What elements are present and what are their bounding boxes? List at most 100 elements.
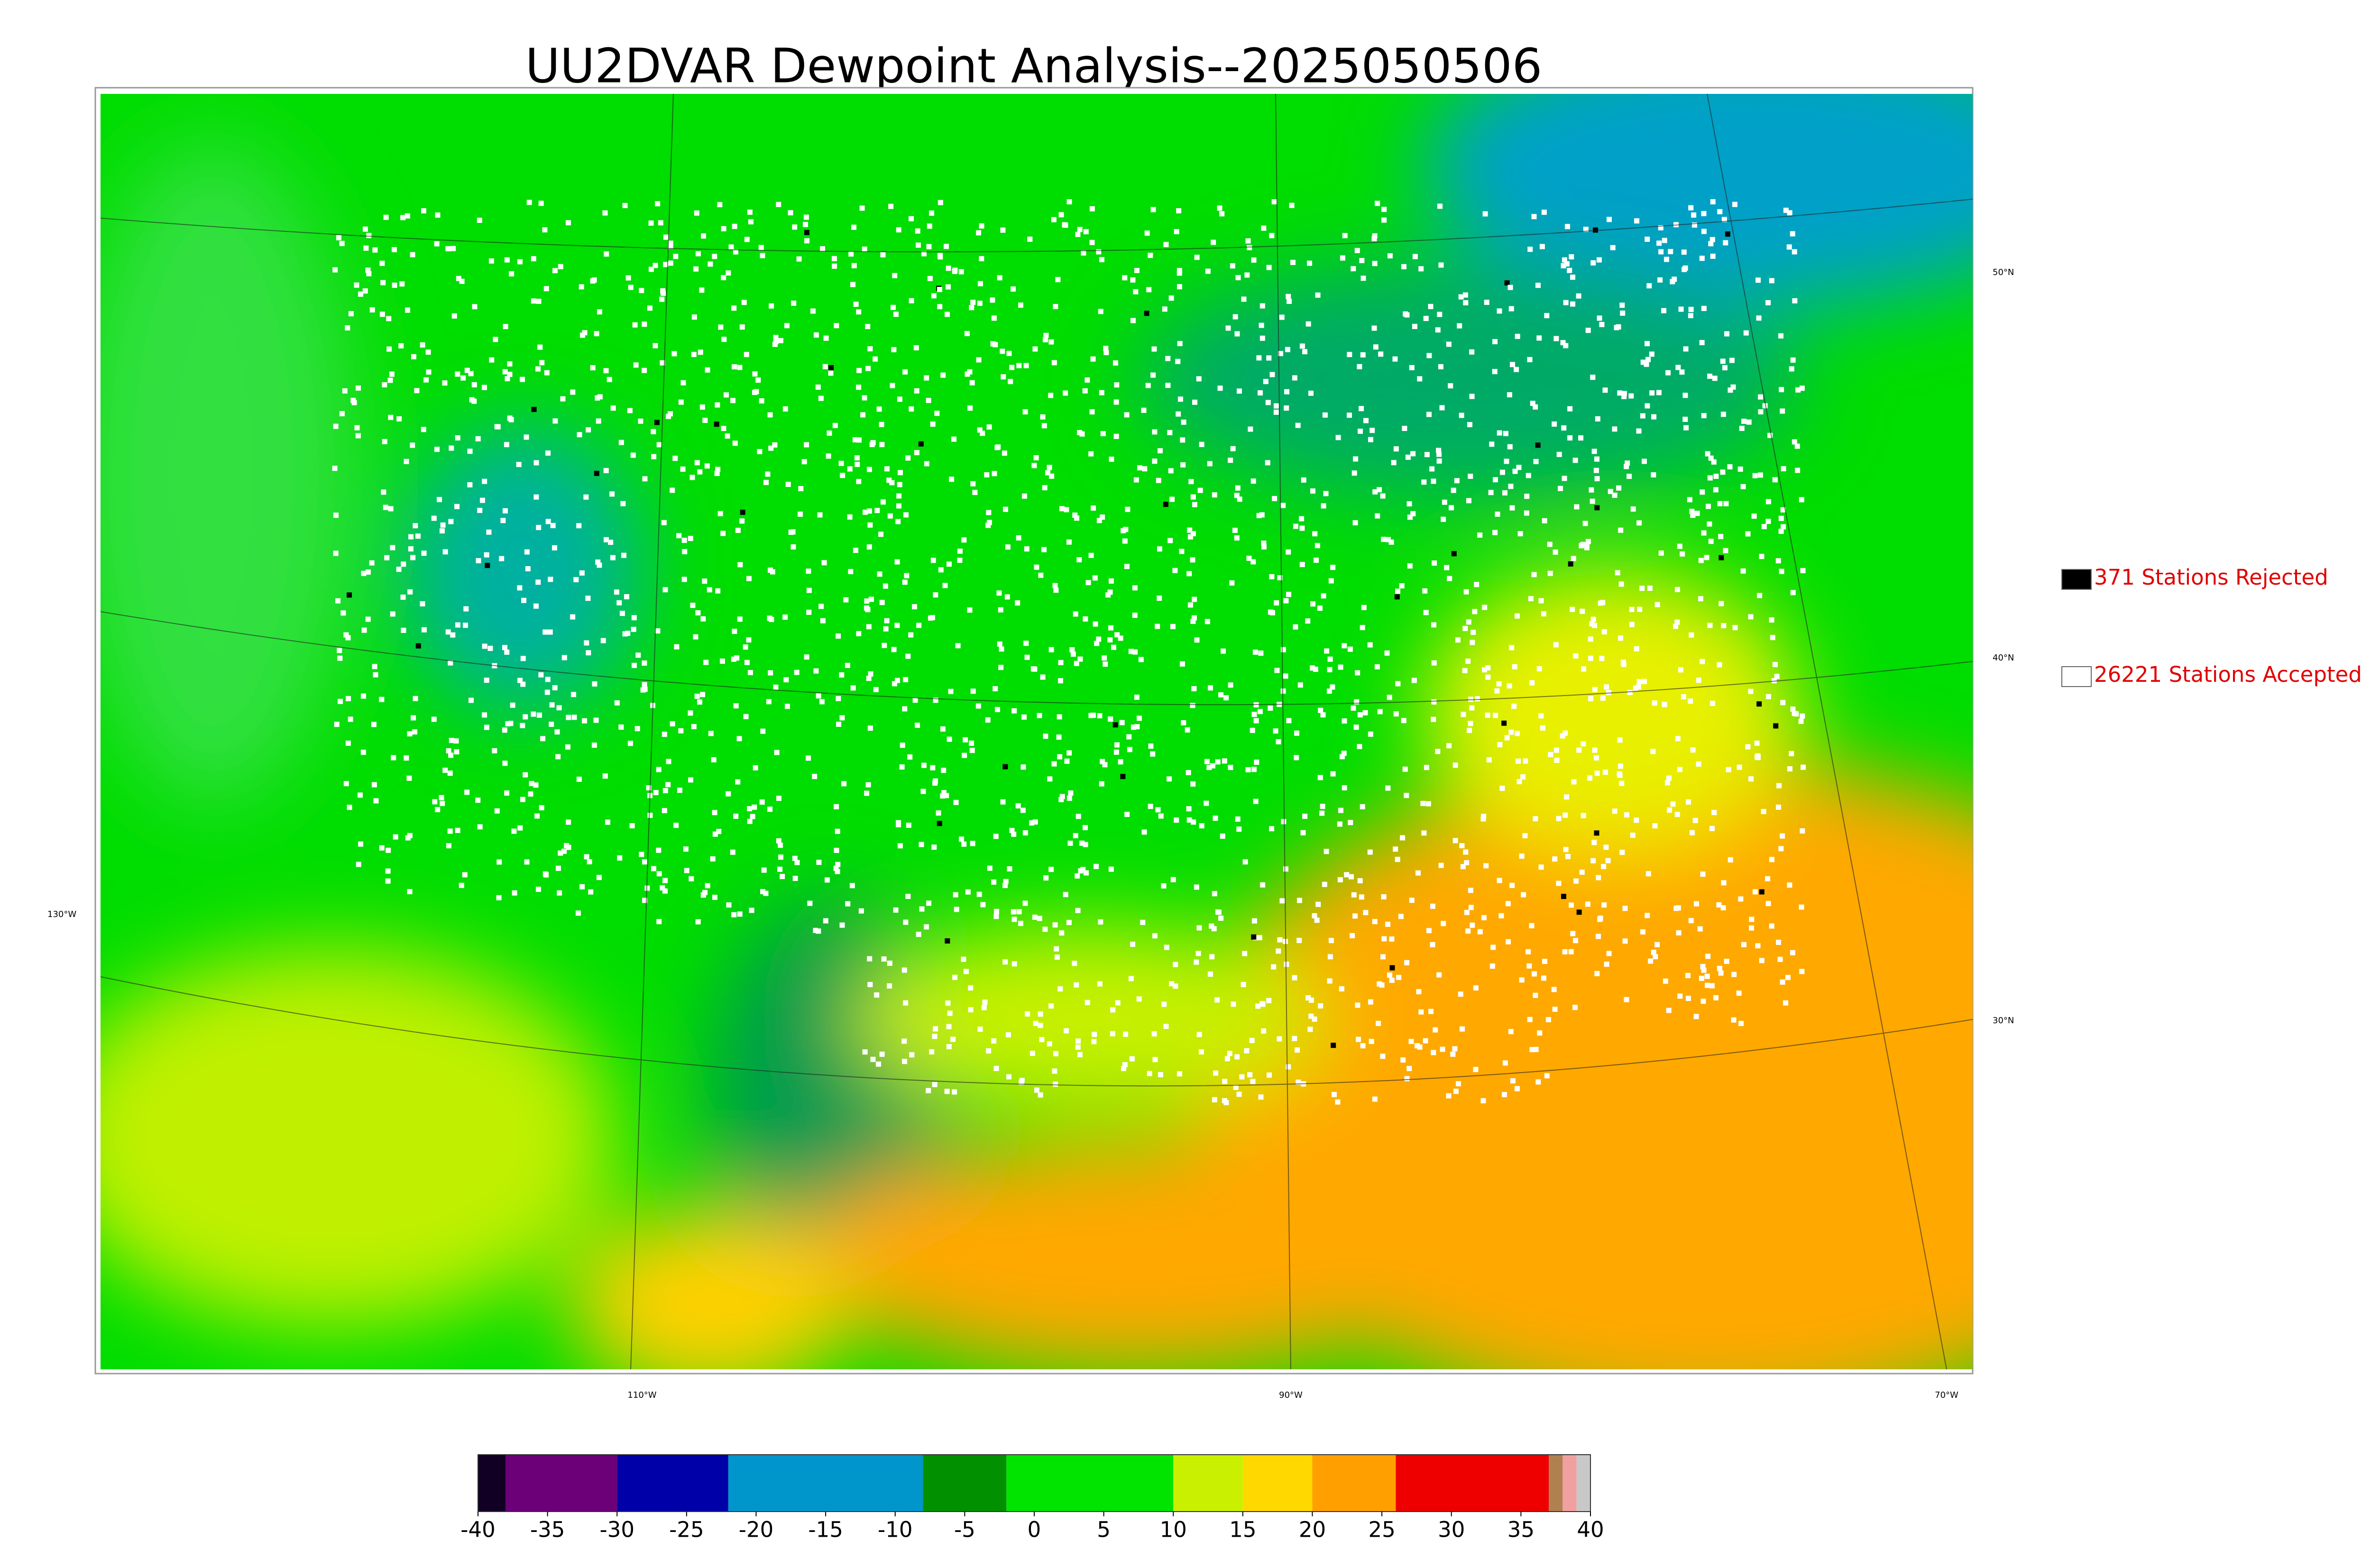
station-dot: [867, 346, 873, 352]
station-dot: [1707, 521, 1712, 527]
station-dot: [1468, 905, 1474, 910]
station-dot: [1499, 786, 1505, 791]
station-dot: [1533, 404, 1538, 410]
station-dot: [1088, 552, 1094, 558]
station-dot: [1436, 972, 1442, 978]
station-dot: [1654, 942, 1660, 947]
station-dot: [1792, 249, 1797, 255]
station-dot: [463, 623, 469, 628]
station-dot: [1681, 249, 1687, 255]
station-dot: [1000, 799, 1006, 805]
station-dot: [891, 304, 896, 310]
station-dot: [863, 509, 868, 515]
station-dot: [897, 396, 902, 402]
station-dot: [1066, 539, 1072, 545]
station-dot: [1313, 667, 1318, 672]
station-dot: [625, 275, 631, 281]
station-dot: [914, 388, 919, 394]
station-dot: [662, 587, 668, 593]
station-dot: [902, 1059, 908, 1064]
station-dot: [1560, 733, 1565, 739]
station-dot: [1257, 709, 1263, 715]
station-dot: [730, 398, 736, 403]
station-dot: [1526, 949, 1531, 954]
colorbar-tick-label: -15: [808, 1517, 843, 1542]
station-dot: [803, 214, 809, 220]
station-dot: [1218, 692, 1224, 697]
station-dot: [1066, 750, 1072, 756]
station-dot: [1190, 703, 1195, 708]
station-dot: [1617, 763, 1623, 769]
station-dot: [1234, 1054, 1240, 1060]
station-dot: [1321, 503, 1326, 509]
station-dot: [688, 710, 693, 716]
station-dot: [1585, 901, 1590, 907]
station-dot: [1111, 644, 1116, 650]
station-dot: [648, 266, 654, 272]
station-dot: [1042, 485, 1048, 491]
station-dot: [1640, 359, 1646, 365]
station-dot: [1406, 501, 1412, 507]
station-dot: [784, 704, 790, 709]
station-dot: [642, 321, 647, 327]
station-dot: [484, 678, 489, 683]
station-dot: [595, 395, 600, 401]
station-dot: [593, 717, 599, 723]
station-dot: [791, 300, 797, 306]
station-dot: [803, 221, 809, 227]
station-dot: [997, 641, 1002, 647]
station-dot: [1700, 489, 1705, 495]
station-dot: [1574, 504, 1580, 510]
station-dot: [1147, 1071, 1152, 1076]
station-dot: [1043, 332, 1049, 338]
station-dot: [1100, 514, 1105, 520]
station-dot: [1630, 833, 1636, 838]
station-dot: [431, 716, 437, 722]
station-dot: [700, 892, 706, 898]
station-dot: [1120, 774, 1126, 779]
station-dot: [1790, 231, 1795, 237]
station-dot: [937, 200, 943, 205]
station-dot: [552, 418, 558, 424]
station-dot: [845, 662, 850, 668]
station-dot: [721, 337, 727, 342]
station-dot: [1242, 951, 1248, 956]
station-dot: [695, 919, 701, 925]
station-dot: [700, 616, 706, 622]
station-dot: [1529, 1047, 1535, 1053]
station-dot: [396, 416, 402, 422]
station-dot: [336, 235, 341, 240]
station-dot: [1161, 1001, 1167, 1007]
station-dot: [1685, 799, 1691, 805]
station-dot: [1465, 658, 1471, 664]
station-dot: [1769, 923, 1774, 929]
station-dot: [1258, 1094, 1264, 1100]
station-dot: [1486, 757, 1492, 763]
station-dot: [848, 251, 854, 257]
station-dot: [1355, 670, 1360, 676]
station-dot: [1114, 382, 1120, 388]
station-dot: [670, 721, 675, 727]
station-dot: [773, 339, 779, 345]
station-dot: [1161, 883, 1167, 889]
station-dot: [834, 323, 839, 329]
station-dot: [1108, 578, 1114, 584]
station-dot: [1297, 682, 1303, 688]
station-dot: [459, 882, 464, 888]
station-dot: [1620, 310, 1626, 316]
station-dot: [1283, 866, 1288, 872]
station-dot: [597, 562, 602, 568]
colorbar-tick-label: -30: [600, 1517, 635, 1542]
station-dot: [1582, 521, 1588, 526]
station-dot: [1308, 390, 1314, 396]
station-dot: [1077, 227, 1083, 232]
station-dot: [892, 273, 898, 278]
station-dot: [1318, 1003, 1323, 1009]
station-dot: [930, 421, 936, 427]
station-dot: [850, 685, 856, 691]
station-dot: [338, 698, 343, 704]
station-dot: [1144, 230, 1150, 236]
station-dot: [714, 471, 720, 477]
station-dot: [1562, 476, 1567, 481]
station-dot: [1732, 625, 1738, 631]
